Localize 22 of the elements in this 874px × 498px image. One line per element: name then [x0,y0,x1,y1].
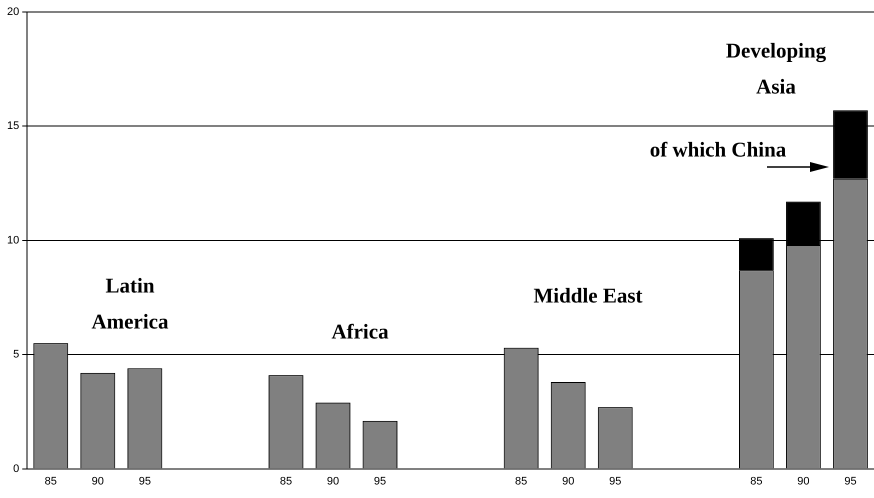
y-tick-label: 5 [13,348,20,361]
x-tick-label: 90 [797,475,810,488]
annotation: Africa [331,319,390,344]
x-tick-label: 95 [844,475,857,488]
x-tick-label: 90 [92,475,104,488]
y-tick-label: 15 [6,120,20,132]
y-tick-label: 20 [6,6,20,18]
annotation: Latin America [92,273,169,334]
x-tick-label: 85 [280,475,292,488]
x-tick-label: 85 [515,475,528,488]
annotation: Middle East [533,283,643,308]
x-tick-label: 90 [562,475,574,488]
annotation: of which China [650,137,787,162]
x-tick-label: 95 [138,475,151,488]
y-tick-label: 0 [13,462,20,475]
x-tick-label: 85 [750,475,763,488]
x-tick-label: 85 [44,475,57,488]
x-tick-label: 90 [326,475,340,488]
annotation: Developing Asia [726,38,827,98]
x-tick-label: 95 [374,475,386,488]
x-tick-label: 95 [609,475,622,488]
y-tick-label: 10 [6,234,20,246]
